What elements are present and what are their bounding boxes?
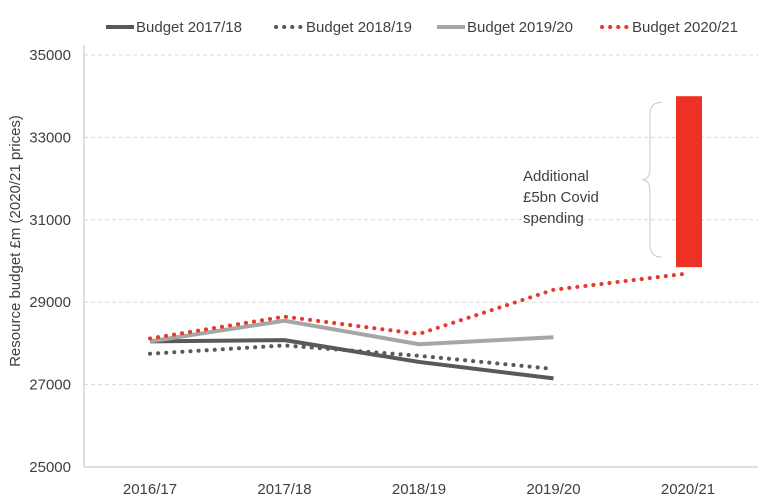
y-tick-label: 29000 — [29, 294, 71, 311]
annotation-group: Additional £5bn Covid spending — [523, 101, 663, 258]
y-tick-label: 27000 — [29, 377, 71, 394]
gridlines — [84, 54, 758, 386]
series-line-2 — [148, 343, 556, 371]
x-tick-label: 2020/21 — [661, 481, 715, 498]
axes: 25000 27000 29000 31000 33000 35000 2016/17 201… — [29, 45, 758, 498]
covid-bar-group — [676, 96, 702, 268]
series-line-3 — [149, 318, 554, 347]
y-axis-label: Resource budget £m (2020/21 prices) — [7, 115, 24, 367]
x-tick-label: 2016/17 — [123, 481, 177, 498]
annotation-text: Additional — [523, 168, 589, 185]
legend-label: Budget 2018/19 — [306, 19, 412, 36]
series-lines — [148, 271, 690, 381]
legend: Budget 2017/18 Budget 2018/19 Budget 2019/… — [106, 19, 738, 36]
y-tick-label: 33000 — [29, 129, 71, 146]
curly-brace — [641, 101, 663, 258]
x-tick-label: 2017/18 — [257, 481, 311, 498]
y-tick-label: 31000 — [29, 212, 71, 229]
series-line-4 — [148, 271, 690, 341]
covid-spending-bar — [676, 96, 702, 268]
x-tick-label: 2019/20 — [526, 481, 580, 498]
annotation-text: spending — [523, 210, 584, 227]
y-tick-label: 35000 — [29, 47, 71, 64]
x-tick-label: 2018/19 — [392, 481, 446, 498]
legend-label: Budget 2020/21 — [632, 19, 738, 36]
annotation-text: £5bn Covid — [523, 189, 599, 206]
series-line-1 — [149, 338, 554, 381]
legend-label: Budget 2019/20 — [467, 19, 573, 36]
y-tick-label: 25000 — [29, 459, 71, 476]
legend-label: Budget 2017/18 — [136, 19, 242, 36]
